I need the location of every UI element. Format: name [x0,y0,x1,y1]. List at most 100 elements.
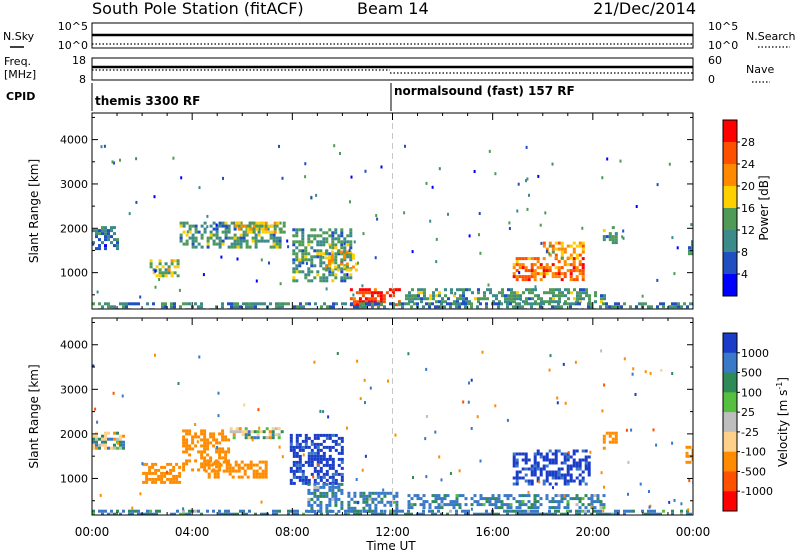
velocity-echo-region [142,462,182,484]
velocity-echo-region [307,482,344,513]
velocity-panel-frame [91,317,694,516]
power-scatter-noise [92,144,693,304]
velocity-echo-region [407,494,606,510]
station-title: South Pole Station (fitACF) [92,0,304,18]
colorbar-swatch [723,491,737,512]
x-tick-label: 00:00 [676,525,711,539]
colorbar-swatch [723,230,737,253]
colorbar-swatch [723,392,737,413]
velocity-echo-region [204,460,268,479]
colorbar-swatch [723,164,737,187]
colorbar-frame [722,332,738,512]
sky-right-tick-top: 10^5 [708,20,738,33]
colorbar-swatch [723,451,737,472]
x-tick-labels: 00:00 04:00 08:00 12:00 16:00 20:00 00:00 [75,525,711,539]
freq-tick-top: 18 [72,54,86,67]
colorbar-tick-label: 28 [741,136,755,149]
freq-panel: Freq. [MHz] 18 8 60 0 Nave [4,54,774,86]
y-axis-label: Slant Range [km] [27,364,41,468]
y-axis-label: Slant Range [km] [27,159,41,263]
cpid-strip: CPID themis 3300 RF normalsound (fast) 1… [6,83,575,111]
power-echo-region [92,226,119,251]
velocity-echo-cells [92,349,693,515]
colorbar-tick-label: 16 [741,202,755,215]
nave-tick-top: 60 [708,54,722,67]
sky-right-label: N.Search [746,30,796,43]
y-tick-label: 3000 [60,178,88,191]
y-tick-label: 1000 [60,472,88,485]
colorbar-swatch [723,412,737,433]
x-tick-label: 20:00 [576,525,611,539]
colorbar-tick-label: 24 [741,158,755,171]
colorbar-label: Velocity [m s-1] [775,377,790,467]
power-echo-region [512,257,585,282]
sky-left-tick-top: 10^5 [58,20,88,33]
colorbar-tick-label: 12 [741,224,755,237]
power-echo-cells [92,144,693,309]
velocity-echo-region [512,449,591,486]
sky-left-label: N.Sky [3,30,35,43]
date-title: 21/Dec/2014 [593,0,696,18]
colorbar-tick-label: 1000 [741,347,769,360]
colorbar-label: Power [dB] [757,175,771,240]
colorbar-swatch [723,208,737,231]
velocity-scatter-noise [92,349,693,513]
power-echo-region [542,241,585,260]
y-tick-label: 1000 [60,267,88,280]
x-axis-label: Time UT [365,539,416,553]
colorbar-tick-label: -500 [741,465,766,478]
nave-label: Nave [746,63,774,76]
colorbar-swatch [723,120,737,143]
power-echo-region [405,288,606,304]
x-tick-label: 16:00 [475,525,510,539]
colorbar-swatch [723,431,737,453]
colorbar-label-sup: -1 [775,382,784,390]
colorbar-swatch [723,471,737,492]
power-echo-region [92,302,693,309]
y-tick-label: 2000 [60,428,88,441]
velocity-panel: 1000 2000 3000 4000 Slant Range [km] [27,317,694,516]
x-tick-label: 08:00 [275,525,310,539]
colorbar-label-end: ] [776,377,790,382]
sky-right-tick-bottom: 10^0 [708,39,738,52]
cpid-segment-2: normalsound (fast) 157 RF [394,84,575,98]
colorbar-tick-label: 25 [741,406,755,419]
velocity-echo-region [229,427,284,440]
freq-label-1: Freq. [4,55,31,68]
power-echo-region [602,226,618,245]
cpid-segment-1: themis 3300 RF [95,94,200,108]
colorbar-swatch [723,252,737,275]
x-tick-label: 00:00 [75,525,110,539]
velocity-echo-region [92,431,125,450]
x-tick-label: 12:00 [375,525,410,539]
cpid-label: CPID [6,90,35,103]
y-tick-label: 4000 [60,339,88,352]
colorbar-tick-label: 500 [741,367,762,380]
colorbar-tick-label: 100 [741,386,762,399]
velocity-echo-region [347,491,399,513]
colorbar-swatch [723,352,737,374]
power-panel: 1000 2000 3000 4000 Slant Range [km] [27,112,694,310]
freq-tick-bottom: 8 [79,73,86,86]
y-tick-label: 3000 [60,383,88,396]
power-echo-region [324,250,358,272]
velocity-echo-region [602,431,618,450]
colorbar-swatch [723,186,737,209]
power-echo-region [234,221,286,234]
freq-label-2: [MHz] [4,68,36,81]
colorbar-swatch [723,274,737,297]
colorbar-tick-label: -25 [741,426,759,439]
colorbar-swatch [723,372,737,393]
colorbar-swatch [723,333,737,354]
freq-panel-frame [91,57,694,81]
x-tick-label: 04:00 [175,525,210,539]
colorbar-tick-label: -1000 [741,485,773,498]
colorbar-label-main: Velocity [m s [776,390,790,467]
power-echo-region [149,259,180,278]
velocity-echo-region [685,445,693,464]
colorbar-tick-label: 20 [741,180,755,193]
sky-panel: N.Sky 10^5 10^0 10^5 10^0 N.Search [3,20,796,52]
colorbar-tick-label: -100 [741,446,766,459]
y-tick-label: 2000 [60,222,88,235]
